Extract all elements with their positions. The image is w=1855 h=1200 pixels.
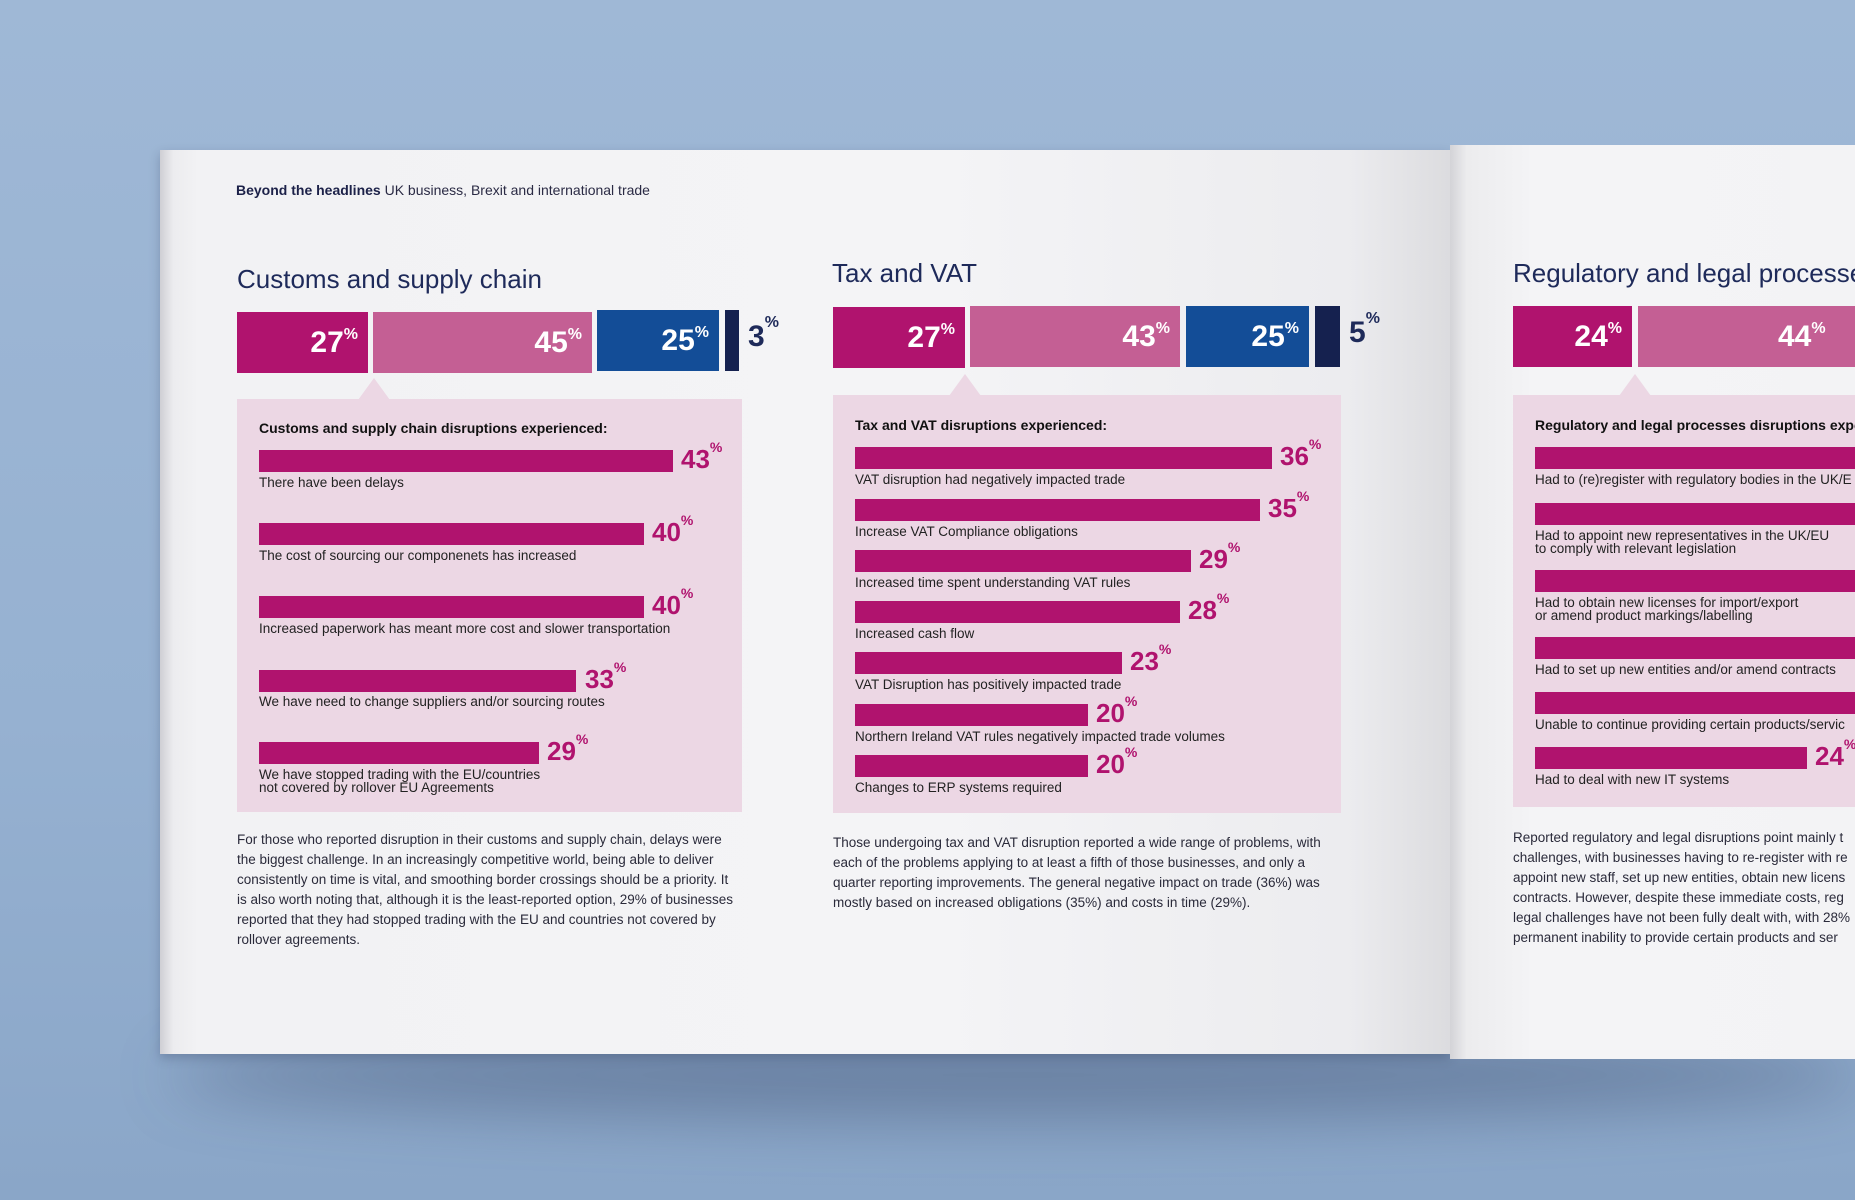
bar (855, 447, 1272, 469)
bar (855, 755, 1088, 777)
bar-value: 36% (1280, 436, 1322, 471)
body-paragraph: For those who reported disruption in the… (237, 832, 734, 947)
section-title-tax: Tax and VAT (832, 258, 977, 288)
body-line: contracts. However, despite these immedi… (1513, 890, 1844, 905)
panel-title: Customs and supply chain disruptions exp… (259, 420, 608, 436)
bar-value: 20% (1096, 744, 1138, 779)
bar-value: 33% (585, 659, 627, 694)
bar-value: 29% (547, 731, 589, 766)
bar (259, 742, 539, 764)
panel-pointer (949, 374, 981, 396)
bar-label: VAT Disruption has positively impacted t… (855, 677, 1122, 692)
bar-label: Increased cash flow (855, 626, 975, 641)
bar (1535, 570, 1855, 592)
segment-4-label: 3% (748, 314, 779, 353)
bar-value: 40% (652, 512, 694, 547)
bar-label: Unable to continue providing certain pro… (1535, 717, 1845, 732)
bar (259, 450, 673, 472)
bar-value: 40% (652, 585, 694, 620)
bar-label: Increase VAT Compliance obligations (855, 524, 1078, 539)
panel-title: Regulatory and legal processes disruptio… (1535, 417, 1855, 433)
segment-2: 45% (373, 312, 592, 373)
bar (855, 550, 1191, 572)
body-paragraph: Reported regulatory and legal disruption… (1513, 828, 1855, 948)
bar (855, 601, 1180, 623)
bar (855, 704, 1088, 726)
panel-pointer (1619, 374, 1651, 396)
bar (259, 596, 644, 618)
bar-value: 24% (1815, 736, 1855, 771)
segment-2: 43% (970, 306, 1180, 367)
bar-value: 43% (681, 439, 723, 474)
bar-value: 20% (1096, 693, 1138, 728)
segment-1: 24% (1513, 306, 1632, 367)
bar-label: We have stopped trading with the EU/coun… (259, 767, 541, 795)
bar (1535, 503, 1855, 525)
body-line: legal challenges have not been fully dea… (1513, 910, 1850, 925)
segment-3: 25% (1186, 306, 1309, 367)
body-paragraph: Those undergoing tax and VAT disruption … (833, 835, 1321, 910)
bar (259, 670, 576, 692)
bar-value: 23% (1130, 641, 1172, 676)
segment-2: 44% (1638, 306, 1855, 367)
body-line: permanent inability to provide certain p… (1513, 930, 1838, 945)
segment-3: 25% (597, 310, 719, 371)
bar-label: Had to deal with new IT systems (1535, 772, 1730, 787)
bar-label: Northern Ireland VAT rules negatively im… (855, 729, 1225, 744)
bar-label: Changes to ERP systems required (855, 780, 1062, 795)
bar-label: Increased time spent understanding VAT r… (855, 575, 1131, 590)
body-line: Reported regulatory and legal disruption… (1513, 830, 1844, 845)
segment-1: 27% (833, 307, 965, 368)
segment-4 (725, 310, 739, 371)
panel-pointer (358, 378, 390, 400)
bar-label: Had to set up new entities and/or amend … (1535, 662, 1836, 677)
segment-4-label: 5% (1349, 310, 1380, 349)
bar-label: Had to (re)register with regulatory bodi… (1535, 472, 1852, 487)
body-line: challenges, with businesses having to re… (1513, 850, 1848, 865)
bar (855, 499, 1260, 521)
bar-value: 28% (1188, 590, 1230, 625)
bar (1535, 637, 1855, 659)
body-line: appoint new staff, set up new entities, … (1513, 870, 1846, 885)
segment-4 (1315, 306, 1340, 367)
bar-value: 35% (1268, 488, 1310, 523)
bar (855, 652, 1122, 674)
bar-value: 29% (1199, 539, 1241, 574)
running-header-bold: Beyond the headlines (236, 182, 381, 198)
segment-1: 27% (237, 312, 368, 373)
bar (1535, 747, 1807, 769)
bar-label: Had to obtain new licenses for import/ex… (1535, 595, 1799, 623)
bar-label: We have need to change suppliers and/or … (259, 694, 605, 709)
bar (259, 523, 644, 545)
section-title-regulatory: Regulatory and legal processe (1513, 258, 1855, 288)
bar (1535, 447, 1855, 469)
panel-title: Tax and VAT disruptions experienced: (855, 417, 1108, 433)
bar-label: VAT disruption had negatively impacted t… (855, 472, 1126, 487)
bar-label: Increased paperwork has meant more cost … (259, 621, 671, 636)
running-header: Beyond the headlines UK business, Brexit… (236, 182, 650, 198)
bar-label: Had to appoint new representatives in th… (1535, 528, 1830, 556)
running-header-rest: UK business, Brexit and international tr… (384, 182, 650, 198)
section-title-customs: Customs and supply chain (237, 264, 542, 294)
bar-label: The cost of sourcing our componenets has… (259, 548, 577, 563)
bar (1535, 692, 1855, 714)
bar-label: There have been delays (259, 475, 404, 490)
